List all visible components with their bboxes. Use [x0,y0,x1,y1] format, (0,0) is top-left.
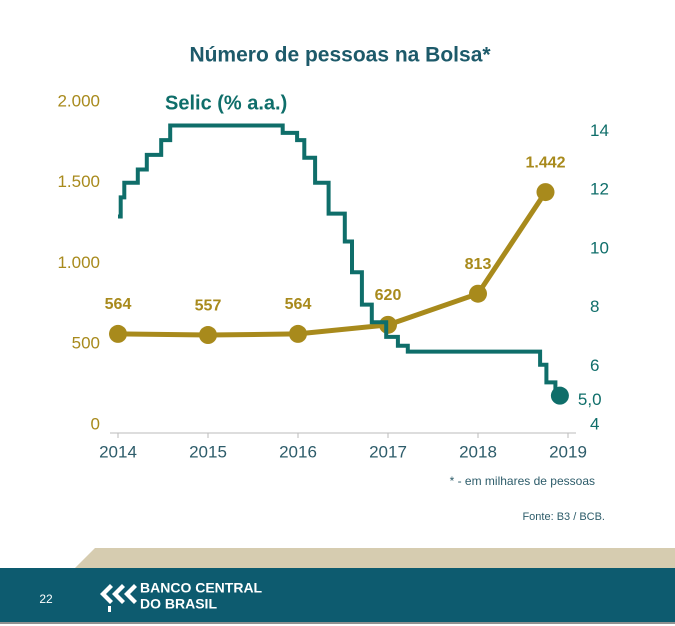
y2-tick-label: 6 [590,356,599,375]
value-label: 557 [195,297,222,314]
x-tick-label: 2016 [279,442,317,461]
y2-tick-label: 10 [590,238,609,257]
series-line [118,123,560,398]
value-label: 564 [285,296,312,313]
data-point [289,324,307,343]
y-tick-label: 500 [72,334,100,353]
end-point [550,386,569,405]
y2-tick-label: 14 [590,121,609,140]
data-point [109,324,127,343]
x-tick-label: 2015 [189,442,227,461]
value-label: 813 [465,256,492,273]
x-tick-label: 2018 [459,442,497,461]
source: Fonte: B3 / BCB. [522,511,605,523]
value-label: 564 [105,296,132,313]
x-tick-label: 2014 [99,442,137,461]
y2-tick-label: 8 [590,297,599,316]
series-label: Selic (% a.a.) [165,92,287,114]
value-label: 620 [375,287,402,304]
data-point [536,183,555,202]
footer-strip [75,548,675,568]
logo-icon [100,584,137,612]
x-tick-label: 2019 [549,442,587,461]
data-point [199,326,217,345]
x-tick-label: 2017 [369,442,407,461]
y2-tick-label: 12 [590,180,609,199]
value-label: 1.442 [525,154,565,171]
logo-text: DO BRASIL [140,596,217,612]
data-point [469,284,487,303]
y-tick-label: 0 [91,414,100,433]
chart-title: Número de pessoas na Bolsa* [189,44,491,67]
logo-text: BANCO CENTRAL [140,580,263,596]
value-label: 5,0 [578,390,602,409]
y-tick-label: 1.500 [57,172,100,191]
footnote: * - em milhares de pessoas [450,474,595,488]
y2-tick-label: 4 [590,414,599,433]
series-line [117,190,548,338]
footer-band [0,568,675,622]
page-number: 22 [39,592,53,606]
y-tick-label: 1.000 [57,253,100,272]
y-tick-label: 2.000 [57,91,100,110]
